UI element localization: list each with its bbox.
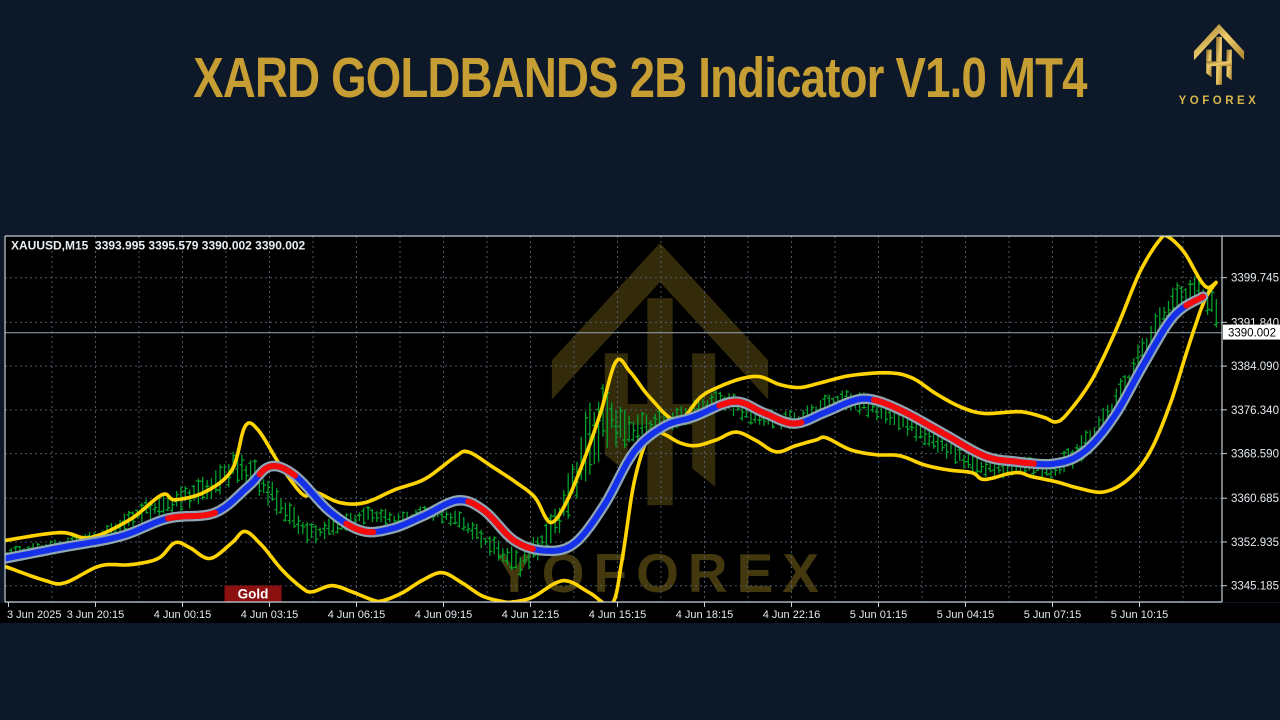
time-tick-label: 4 Jun 15:15 [589,609,647,621]
gold-label-box [224,585,282,602]
current-price-tag-box [1223,324,1280,340]
time-tick-label: 3 Jun 2025 [7,609,61,621]
time-tick-label: 4 Jun 12:15 [502,609,560,621]
price-tick-label: 3368.590 [1231,449,1279,461]
time-tick-label: 4 Jun 00:15 [154,609,212,621]
ohlc-header: XAUUSD,M15 3393.995 3395.579 3390.002 33… [11,239,306,253]
chart-borders [4,235,1280,603]
current-price-tag: 3390.002 [1223,324,1280,340]
price-tick-label: 3345.185 [1231,581,1279,593]
time-tick-label: 5 Jun 01:15 [850,609,908,621]
gold-label-text: Gold [238,587,269,602]
time-tick-label: 4 Jun 06:15 [328,609,386,621]
ma-trend-line [5,291,1209,564]
time-tick-label: 4 Jun 03:15 [241,609,299,621]
time-tick-label: 5 Jun 07:15 [1024,609,1082,621]
gold-bands [5,236,1218,602]
time-axis[interactable]: 3 Jun 2025 3 Jun 20:15 4 Jun 00:15 4 Jun 03… [7,602,1168,621]
price-tick-label: 3360.685 [1231,493,1279,505]
time-tick-label: 5 Jun 10:15 [1111,609,1169,621]
yoforex-arrow-icon [1193,24,1245,85]
gold-label: Gold [224,585,282,602]
page-title: XARD GOLDBANDS 2B Indicator V1.0 MT4 [193,46,1087,110]
price-tick-label: 3376.340 [1231,405,1279,417]
time-tick-label: 4 Jun 22:16 [763,609,821,621]
yoforex-logo-text: YOFOREX [1178,95,1260,107]
price-chart[interactable]: YOFOREX Gold 3399.7453391.8403384.090337… [0,230,1280,630]
current-price-tag-text: 3390.002 [1228,328,1276,340]
time-tick-label: 4 Jun 09:15 [415,609,473,621]
time-tick-label: 4 Jun 18:15 [676,609,734,621]
price-tick-label: 3352.935 [1231,537,1279,549]
price-tick-label: 3384.090 [1231,361,1279,373]
time-tick-label: 5 Jun 04:15 [937,609,995,621]
yoforex-logo: YOFOREX [1166,24,1272,107]
price-tick-label: 3399.745 [1231,273,1279,285]
time-tick-label: 3 Jun 20:15 [67,609,125,621]
